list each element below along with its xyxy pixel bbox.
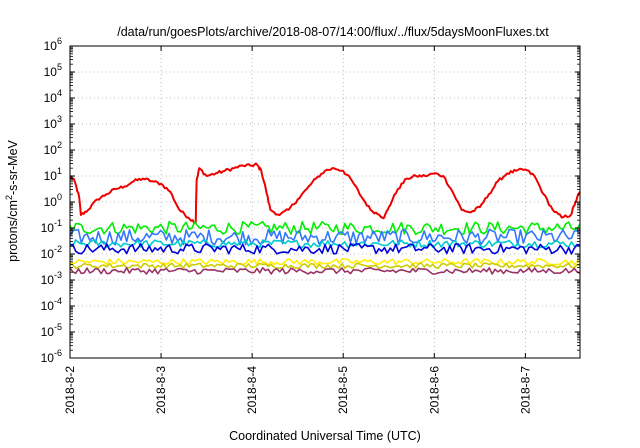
y-tick-exponent: -6 bbox=[54, 348, 62, 358]
y-tick-label: 10-4 bbox=[41, 296, 62, 313]
y-tick-base: 10 bbox=[44, 117, 58, 131]
series-layer bbox=[69, 162, 581, 275]
y-tick-label: 105 bbox=[44, 62, 62, 79]
y-tick-label: 103 bbox=[44, 114, 62, 131]
y-tick-exponent: -3 bbox=[54, 270, 62, 280]
y-tick-base: 10 bbox=[41, 273, 55, 287]
y-tick-exponent: 2 bbox=[57, 140, 62, 150]
y-tick-label: 10-1 bbox=[41, 218, 62, 235]
x-tick-labels: 2018-8-2 2018-8-3 2018-8-4 2018-8-5 2018-8-6… bbox=[63, 366, 532, 414]
y-tick-label: 100 bbox=[44, 192, 62, 209]
y-tick-exponent: 1 bbox=[57, 166, 62, 176]
y-tick-label: 104 bbox=[44, 88, 62, 105]
y-tick-exponent: -2 bbox=[54, 244, 62, 254]
grid-lines bbox=[70, 46, 580, 358]
y-tick-label: 106 bbox=[44, 36, 62, 53]
series-line bbox=[69, 267, 581, 275]
y-tick-base: 10 bbox=[41, 247, 55, 261]
chart-title: /data/run/goesPlots/archive/2018-08-07/1… bbox=[117, 25, 549, 39]
series-line bbox=[69, 228, 581, 246]
y-tick-base: 10 bbox=[41, 299, 55, 313]
y-tick-base: 10 bbox=[44, 91, 58, 105]
y-tick-base: 10 bbox=[41, 325, 55, 339]
y-tick-base: 10 bbox=[41, 351, 55, 365]
x-tick-label: 2018-8-2 bbox=[63, 366, 77, 414]
series-line bbox=[69, 162, 581, 225]
series-line bbox=[69, 242, 581, 255]
y-tick-label: 101 bbox=[44, 166, 62, 183]
y-tick-base: 10 bbox=[44, 195, 58, 209]
y-tick-exponent: 5 bbox=[57, 62, 62, 72]
y-tick-exponent: -4 bbox=[54, 296, 62, 306]
x-tick-label: 2018-8-6 bbox=[427, 366, 441, 414]
x-tick-label: 2018-8-4 bbox=[245, 366, 259, 414]
x-axis-title: Coordinated Universal Time (UTC) bbox=[229, 429, 421, 443]
axis-ticks bbox=[69, 45, 580, 359]
y-tick-exponent: -5 bbox=[54, 322, 62, 332]
x-tick-label: 2018-8-7 bbox=[518, 366, 532, 414]
y-tick-label: 10-2 bbox=[41, 244, 62, 261]
y-tick-base: 10 bbox=[44, 65, 58, 79]
y-tick-exponent: -1 bbox=[54, 218, 62, 228]
y-axis-title-main: protons/cm bbox=[6, 200, 20, 262]
x-tick-label: 2018-8-3 bbox=[154, 366, 168, 414]
y-tick-label: 102 bbox=[44, 140, 62, 157]
y-axis-title-rest: -s-sr-MeV bbox=[6, 139, 20, 195]
y-tick-labels: 10-610-510-410-310-210-11001011021031041… bbox=[41, 36, 62, 365]
y-axis-title-sup: 2 bbox=[4, 195, 14, 200]
y-tick-exponent: 0 bbox=[57, 192, 62, 202]
y-tick-base: 10 bbox=[41, 221, 55, 235]
series-line bbox=[69, 262, 581, 270]
y-tick-base: 10 bbox=[44, 143, 58, 157]
y-axis-title: protons/cm2-s-sr-MeV bbox=[4, 139, 20, 261]
y-tick-base: 10 bbox=[44, 39, 58, 53]
y-tick-exponent: 6 bbox=[57, 36, 62, 46]
series-line bbox=[69, 220, 581, 236]
y-tick-label: 10-3 bbox=[41, 270, 62, 287]
x-tick-label: 2018-8-5 bbox=[336, 366, 350, 414]
y-tick-exponent: 3 bbox=[57, 114, 62, 124]
y-tick-label: 10-6 bbox=[41, 348, 62, 365]
y-tick-label: 10-5 bbox=[41, 322, 62, 339]
y-tick-base: 10 bbox=[44, 169, 58, 183]
y-tick-exponent: 4 bbox=[57, 88, 62, 98]
